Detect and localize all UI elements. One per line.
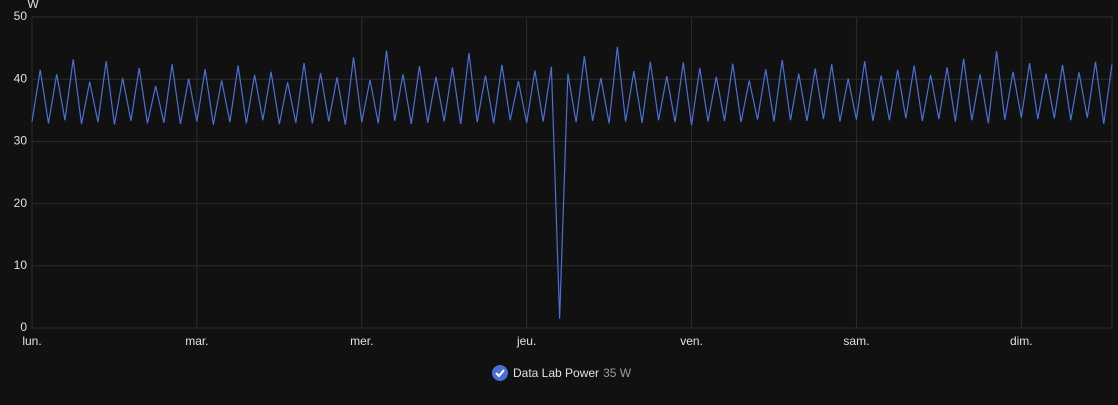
x-tick-label: jeu.: [516, 334, 536, 348]
legend-check-icon: [495, 369, 505, 378]
legend-checkbox[interactable]: [492, 365, 508, 381]
x-tick-label: mer.: [350, 334, 373, 348]
y-tick-label: 40: [14, 71, 28, 85]
y-axis-unit: W: [27, 0, 39, 11]
legend-state: 35 W: [603, 366, 632, 380]
legend-label[interactable]: Data Lab Power: [513, 366, 599, 380]
x-tick-label: sam.: [843, 334, 869, 348]
x-tick-label: mar.: [185, 334, 208, 348]
x-tick-label: lun.: [22, 334, 41, 348]
y-tick-label: 50: [14, 9, 28, 23]
x-tick-label: ven.: [680, 334, 703, 348]
y-tick-label: 10: [14, 258, 28, 272]
x-tick-label: dim.: [1010, 334, 1033, 348]
y-tick-label: 0: [20, 320, 27, 334]
legend-item[interactable]: Data Lab Power 35 W: [492, 365, 632, 381]
y-tick-label: 30: [14, 134, 28, 148]
series-line: [31, 46, 1113, 319]
y-tick-label: 20: [14, 196, 28, 210]
